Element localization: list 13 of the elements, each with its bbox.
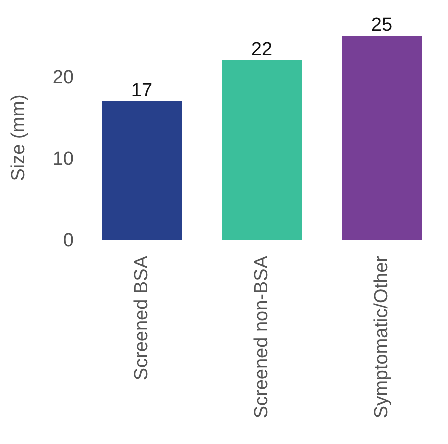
bar (342, 36, 422, 240)
data-label: 25 (371, 15, 393, 36)
x-tick-label: Screened BSA (132, 256, 152, 381)
y-tick-label: 20 (52, 68, 74, 89)
data-label: 17 (131, 80, 153, 102)
y-tick-label: 0 (63, 230, 74, 252)
x-tick-label: Screened non-BSA (252, 256, 272, 419)
bar (102, 101, 182, 240)
bar (222, 60, 302, 240)
x-tick-label: Symptomatic/Other (372, 255, 392, 419)
y-tick-label: 10 (52, 149, 74, 170)
data-label: 22 (251, 39, 273, 60)
y-axis-title: Size (mm) (8, 94, 30, 182)
